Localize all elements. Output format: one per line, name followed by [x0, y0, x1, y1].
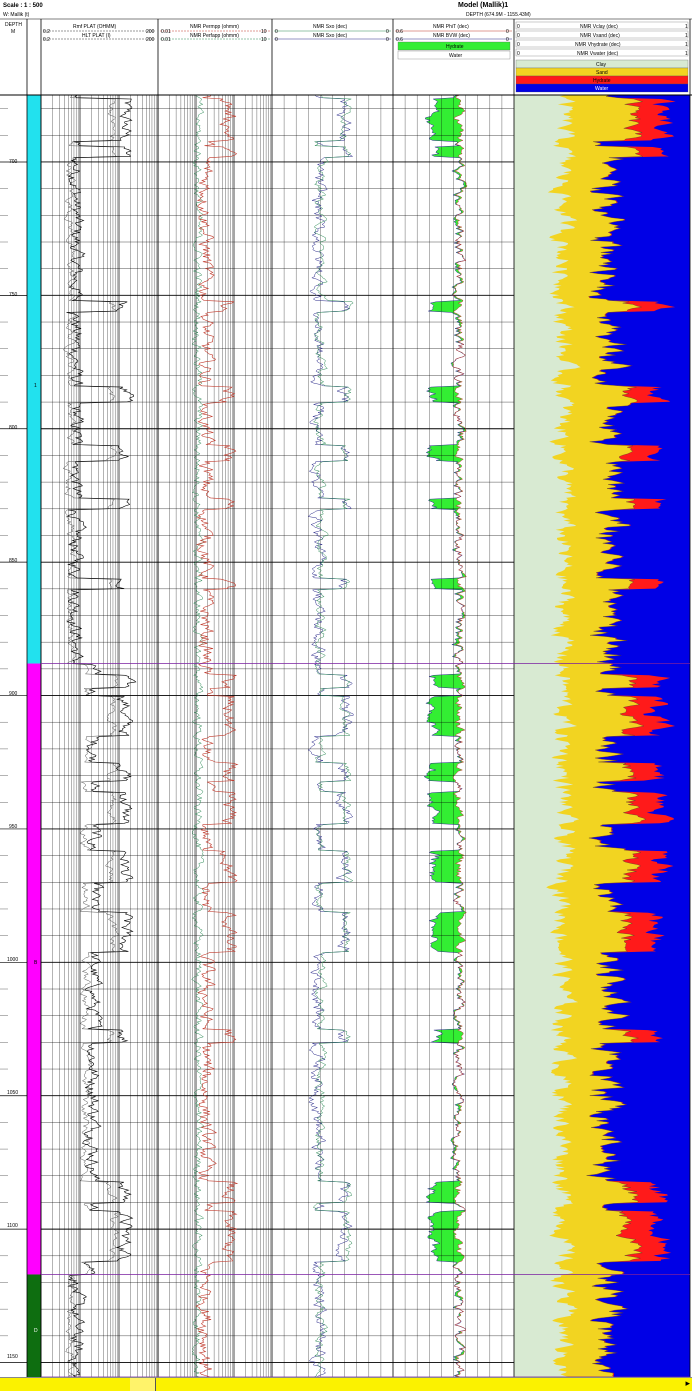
res-curve-1-max: 200 — [146, 29, 155, 35]
perm-curve-1 — [195, 94, 239, 1377]
por-curve-2-min: 0.6 — [396, 37, 403, 43]
vol-curve-1-min: 0 — [517, 24, 520, 30]
res-curve-2-min: 0.2 — [43, 37, 50, 43]
vol-curve-4-max: 1 — [685, 51, 688, 57]
vol-curve-2-min: 0 — [517, 33, 520, 39]
sat-curve-1-name: NMR Sxo (dec) — [313, 24, 348, 30]
vol-legend-sand-label: Sand — [596, 70, 608, 76]
vol-curve-3-name: NMR Vhydrate (dec) — [575, 42, 621, 48]
vol-legend-clay-label: Clay — [596, 62, 607, 68]
depth-range-label: DEPTH (674.9M - 1155.43M) — [466, 12, 531, 18]
vol-curve-3-max: 1 — [685, 42, 688, 48]
zone-label-d: D — [34, 1328, 38, 1334]
res-curve-1 — [66, 94, 137, 1377]
vol-clay-fill — [514, 95, 581, 1377]
por-curve-1-min: 0.6 — [396, 29, 403, 35]
status-bar: ▸ — [0, 1377, 692, 1391]
por-curve-1-name: NMR PhiT (dec) — [433, 24, 469, 30]
por-legend-hydrate-label: Hydrate — [446, 44, 464, 50]
well-title: Model (Mallik)1 — [458, 2, 509, 9]
por-legend-water-swatch — [397, 50, 511, 60]
perm-curve-1-name: NMR Permpp (ohmm) — [190, 24, 239, 30]
vol-curve-3-min: 0 — [517, 42, 520, 48]
perm-curve-1-min: 0.01 — [161, 29, 171, 35]
sat-curve-2-min: 0 — [275, 37, 278, 43]
por-curve-phit — [451, 94, 468, 1377]
sat-curve-2-max: 0 — [386, 37, 389, 43]
perm-curve-2-name: NMR Perfapp (ohmm) — [190, 33, 239, 39]
vol-curve-2-max: 1 — [685, 33, 688, 39]
log-fills — [27, 95, 690, 1377]
depth-column-label: DEPTH — [5, 22, 22, 28]
vol-legend-swatch-3 — [515, 83, 689, 93]
zone-label-b: B — [34, 960, 38, 966]
depth-tick-1000: 1000 — [7, 957, 19, 963]
depth-tick-1100: 1100 — [7, 1223, 18, 1229]
sat-curve-2-name: NMR Sxo (dec) — [313, 33, 348, 39]
por-legend-hydrate-swatch — [397, 41, 511, 51]
log-frame — [0, 18, 692, 1377]
vol-header-box-2 — [515, 39, 689, 48]
well-sub-label: W: Mallik (t) — [3, 12, 30, 18]
scale-label: Scale : 1 : 500 — [3, 3, 43, 9]
status-cell-mid — [130, 1378, 156, 1391]
status-cell-left — [0, 1378, 131, 1391]
log-curves — [62, 94, 647, 1377]
perm-curve-2-min: 0.01 — [161, 37, 171, 43]
sat-curve-1-min: 0 — [275, 29, 278, 35]
por-curve-bvw — [423, 94, 467, 1377]
por-curve-2-max: 0 — [506, 37, 509, 43]
depth-tick-900: 900 — [9, 691, 18, 697]
depth-tick-1150: 1150 — [7, 1354, 18, 1360]
depth-tick-850: 850 — [9, 558, 18, 564]
vol-curve-4-name: NMR Vwater (dec) — [577, 51, 619, 57]
perm-curve-2-max: 10 — [261, 37, 267, 43]
vol-legend-hydrate-label: Hydrate — [593, 78, 611, 84]
res-curve-1-name: Rmf PLAT (OHMM) — [73, 24, 117, 30]
scroll-right-icon[interactable]: ▸ — [685, 1379, 690, 1389]
vol-header-box-3 — [515, 48, 689, 57]
depth-tick-750: 750 — [9, 292, 18, 298]
res-curve-2 — [62, 94, 120, 1377]
zone-D — [27, 1274, 41, 1377]
vol-curve-2-name: NMR Vsand (dec) — [580, 33, 620, 39]
vol-legend-water-label: Water — [595, 86, 609, 92]
depth-column-unit: M — [11, 29, 16, 35]
res-curve-2-max: 200 — [146, 37, 155, 43]
res-curve-1-min: 0.2 — [43, 29, 50, 35]
vol-header-box-0 — [515, 21, 689, 30]
vol-curve-1-name: NMR Vclay (dec) — [580, 24, 618, 30]
depth-tick-800: 800 — [9, 425, 18, 431]
por-legend-water-label: Water — [449, 53, 463, 59]
sat-curve-1 — [312, 94, 354, 1377]
depth-tick-700: 700 — [9, 159, 18, 165]
por-curve-1-max: 0 — [506, 29, 509, 35]
zone-1 — [27, 95, 41, 664]
vol-curve-4-min: 0 — [517, 51, 520, 57]
depth-tick-950: 950 — [9, 824, 18, 830]
zone-label-1: 1 — [34, 383, 37, 389]
perm-curve-1-max: 10 — [261, 29, 267, 35]
res-curve-2-name: HLT PLAT (I) — [82, 33, 111, 39]
sat-curve-1-max: 0 — [386, 29, 389, 35]
zone-B — [27, 663, 41, 1275]
depth-tick-1050: 1050 — [7, 1090, 19, 1096]
vol-header-box-1 — [515, 30, 689, 39]
por-curve-2-name: NMR BVW (dec) — [433, 33, 470, 39]
perm-curve-2 — [191, 94, 205, 1377]
sat-curve-2 — [307, 94, 354, 1377]
vol-sand-edge — [586, 94, 647, 1377]
vol-curve-1-max: 1 — [685, 24, 688, 30]
